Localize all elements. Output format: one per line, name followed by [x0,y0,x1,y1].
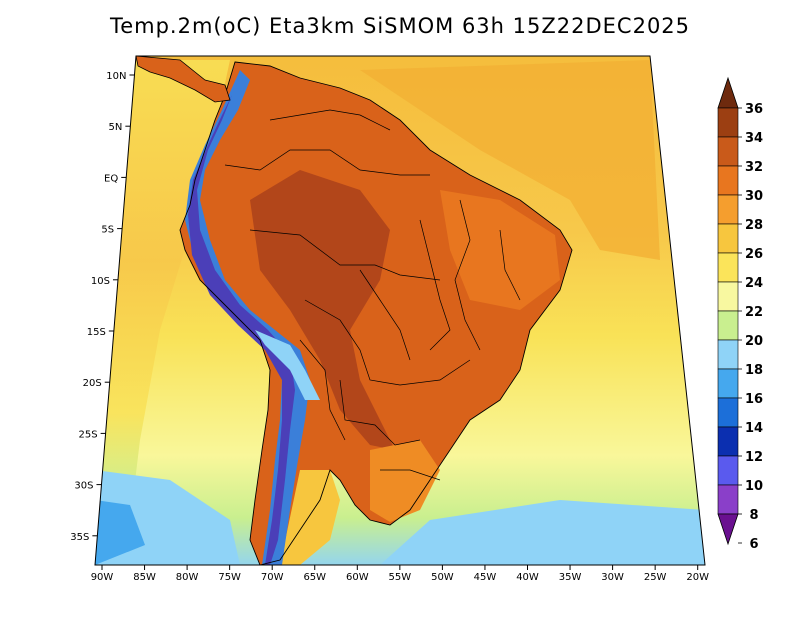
colorbar-segment [717,223,739,254]
lat-tick-label: 25S [79,429,98,440]
colorbar-segment [717,484,739,515]
lon-tick-label: 20W [686,572,709,583]
land-warm-south [370,440,440,522]
colorbar-label: 6 [749,537,758,552]
map-frame [94,55,706,566]
map-domain [95,56,705,565]
political-borders [224,109,521,481]
colorbar-label: 12 [745,450,763,465]
lon-tick-label: 60W [346,572,369,583]
colorbar-label: 18 [745,363,763,378]
colorbar-top-arrow [717,76,739,109]
lat-tick-label: 10N [106,71,126,82]
colorbar-label: 16 [745,392,763,407]
lon-tick-label: 75W [218,572,241,583]
lat-tick-label: 20S [83,378,102,389]
andes-warm-edge [255,330,320,400]
colorbar-segment [717,165,739,196]
colorbar-segment [717,426,739,457]
lon-tick-label: 70W [261,572,284,583]
colorbar-label: 32 [745,160,763,175]
colorbar-segment [717,397,739,428]
land-patagonia-cool [280,470,340,565]
colorbar-segment [717,252,739,283]
colorbar-segment [717,136,739,167]
lon-tick-label: 25W [644,572,667,583]
lon-tick-label: 85W [133,572,156,583]
colorbar-bottom-arrow [717,513,739,546]
lon-tick-label: 45W [474,572,497,583]
latitude-axis: 10N 5N EQ 5S 10S 15S 20S 25S 30S 35S [70,71,135,543]
south-atlantic-cold [380,500,705,565]
colorbar-label: 36 [745,102,763,117]
colorbar-label: 28 [745,218,763,233]
lat-tick-label: 5N [109,122,123,133]
colorbar-segment [717,194,739,225]
colorbar-label: 14 [745,421,763,436]
lon-tick-label: 50W [431,572,454,583]
lat-tick-label: 30S [74,481,93,492]
lon-tick-label: 30W [601,572,624,583]
lon-tick-label: 40W [516,572,539,583]
lon-tick-label: 35W [559,572,582,583]
colorbar-segment [717,339,739,370]
colorbar-label: 26 [745,247,763,262]
lat-tick-label: 5S [101,225,114,236]
colorbar-label: 10 [745,479,763,494]
colorbar-segment [717,368,739,399]
colorbar-label: 34 [745,131,763,146]
colorbar-segment [717,310,739,341]
atlantic-warm-field [360,60,660,260]
colorbar-label: 30 [745,189,763,204]
lon-tick-label: 80W [176,572,199,583]
lon-tick-label: 55W [389,572,412,583]
continent-outline [179,61,573,565]
colorbar-segment [717,107,739,138]
page-title: Temp.2m(oC) Eta3km SiSMOM 63h 15Z22DEC20… [109,14,691,38]
south-pacific-colder [95,500,145,565]
lat-tick-label: 35S [70,532,89,543]
lat-tick-label: 10S [91,276,110,287]
lat-tick-label: 15S [87,327,106,338]
land-warm-ne [440,190,560,310]
lat-tick-label: EQ [104,173,118,184]
colorbar: 36 34 32 30 28 26 24 22 20 18 16 14 12 10 8 6 [717,76,763,552]
lon-tick-label: 90W [91,572,114,583]
lon-tick-label: 65W [303,572,326,583]
colorbar-label: 20 [745,334,763,349]
longitude-axis: 90W 85W 80W 75W 70W 65W 60W 55W 50W 45W 40W 35W 30W 2… [91,565,709,583]
colorbar-label: 8 [749,508,758,523]
colorbar-segment [717,455,739,486]
colorbar-label: 22 [745,305,763,320]
central-america [135,56,231,103]
colorbar-label: 24 [745,276,763,291]
colorbar-segment [717,281,739,312]
